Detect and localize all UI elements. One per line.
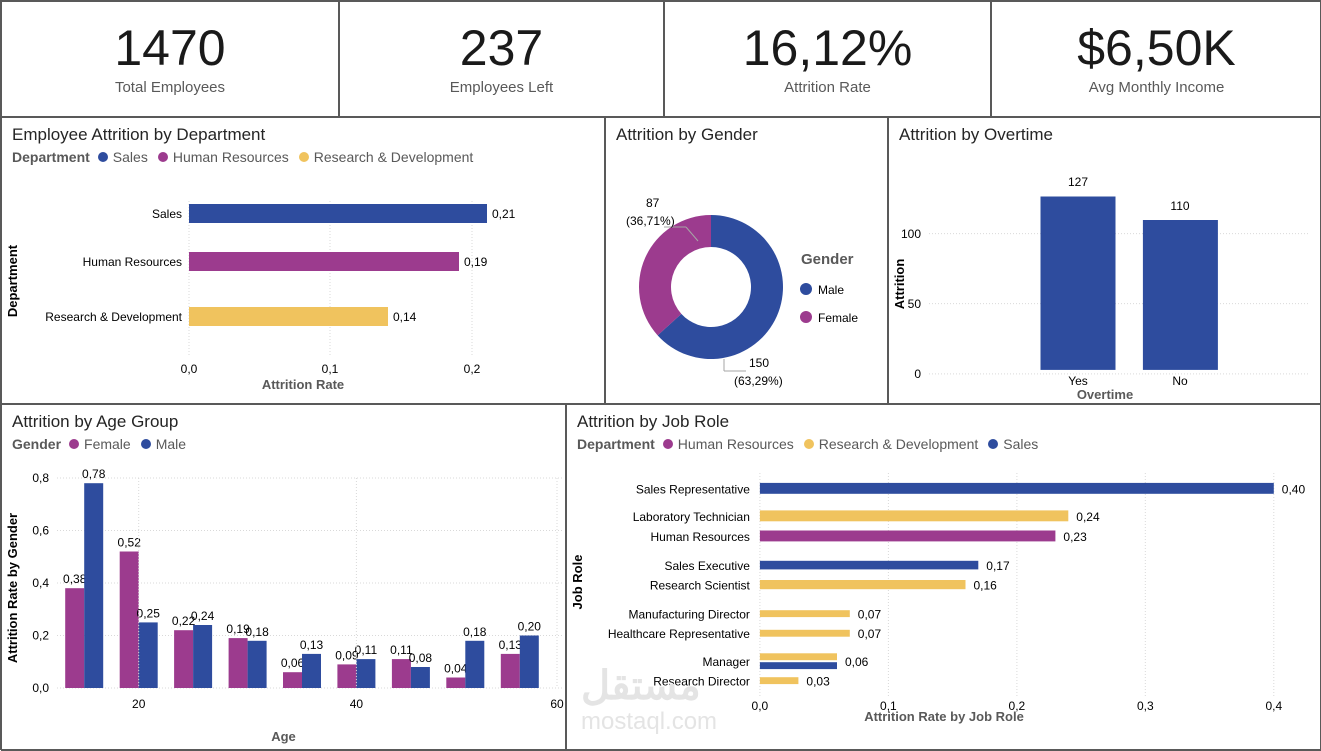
- svg-text:Attrition Rate by Gender: Attrition Rate by Gender: [5, 513, 20, 663]
- svg-text:50: 50: [908, 297, 922, 311]
- svg-text:0,06: 0,06: [281, 656, 305, 670]
- svg-text:0,78: 0,78: [82, 467, 106, 481]
- svg-text:0,2: 0,2: [32, 629, 49, 643]
- svg-text:Laboratory Technician: Laboratory Technician: [633, 510, 750, 524]
- svg-text:0,24: 0,24: [1076, 510, 1100, 524]
- svg-text:0,23: 0,23: [1063, 530, 1087, 544]
- svg-text:Research Scientist: Research Scientist: [650, 579, 751, 593]
- svg-text:100: 100: [901, 227, 921, 241]
- svg-text:0,06: 0,06: [845, 655, 869, 669]
- svg-text:0,17: 0,17: [986, 559, 1010, 573]
- svg-text:Department: Department: [5, 244, 20, 317]
- svg-text:0,0: 0,0: [32, 681, 49, 695]
- svg-text:(63,29%): (63,29%): [734, 374, 783, 388]
- svg-text:0,3: 0,3: [1137, 699, 1154, 713]
- svg-text:0,13: 0,13: [499, 638, 523, 652]
- svg-text:0,52: 0,52: [118, 536, 142, 550]
- svg-text:0,4: 0,4: [32, 576, 49, 590]
- svg-text:0,19: 0,19: [464, 255, 488, 269]
- svg-text:Research & Development: Research & Development: [45, 310, 182, 324]
- svg-text:Gender: Gender: [801, 251, 854, 268]
- svg-text:0,18: 0,18: [463, 625, 487, 639]
- svg-text:0,13: 0,13: [300, 638, 324, 652]
- svg-text:0,38: 0,38: [63, 572, 87, 586]
- svg-text:110: 110: [1170, 199, 1189, 213]
- svg-text:Manufacturing Director: Manufacturing Director: [629, 608, 750, 622]
- svg-text:0,0: 0,0: [752, 699, 769, 713]
- svg-text:مستقل: مستقل: [581, 665, 701, 708]
- svg-text:0,16: 0,16: [974, 579, 998, 593]
- svg-text:Sales Executive: Sales Executive: [665, 559, 751, 573]
- svg-text:0,1: 0,1: [322, 362, 339, 376]
- svg-text:0,07: 0,07: [858, 627, 882, 641]
- svg-text:0,14: 0,14: [393, 310, 417, 324]
- svg-text:0,07: 0,07: [858, 608, 882, 622]
- svg-text:0,20: 0,20: [518, 620, 542, 634]
- svg-text:0,4: 0,4: [1265, 699, 1282, 713]
- svg-text:0,40: 0,40: [1282, 482, 1306, 496]
- svg-text:Human Resources: Human Resources: [651, 530, 750, 544]
- svg-text:0,11: 0,11: [355, 643, 378, 657]
- svg-text:127: 127: [1068, 175, 1088, 189]
- svg-text:0,03: 0,03: [806, 675, 830, 689]
- svg-text:(36,71%): (36,71%): [626, 214, 675, 228]
- svg-text:20: 20: [132, 697, 146, 711]
- svg-text:0: 0: [914, 367, 921, 381]
- svg-text:40: 40: [350, 697, 364, 711]
- svg-text:Job Role: Job Role: [570, 555, 585, 610]
- svg-text:Sales: Sales: [152, 207, 182, 221]
- svg-text:0,21: 0,21: [492, 207, 516, 221]
- svg-text:0,8: 0,8: [32, 471, 49, 485]
- svg-text:mostaql.com: mostaql.com: [581, 708, 717, 735]
- svg-text:0,18: 0,18: [245, 625, 269, 639]
- svg-text:Healthcare Representative: Healthcare Representative: [608, 627, 750, 641]
- svg-text:0,25: 0,25: [137, 606, 161, 620]
- svg-text:0,04: 0,04: [444, 662, 468, 676]
- svg-text:Sales Representative: Sales Representative: [636, 482, 750, 496]
- svg-text:Male: Male: [818, 283, 844, 297]
- svg-text:Attrition: Attrition: [892, 259, 907, 310]
- svg-text:0,6: 0,6: [32, 524, 49, 538]
- svg-text:0,2: 0,2: [464, 362, 481, 376]
- svg-text:150: 150: [749, 356, 769, 370]
- svg-text:Human Resources: Human Resources: [83, 255, 182, 269]
- svg-text:Female: Female: [818, 311, 858, 325]
- svg-text:No: No: [1172, 374, 1188, 388]
- svg-text:0,0: 0,0: [181, 362, 198, 376]
- svg-text:0,24: 0,24: [191, 609, 215, 623]
- svg-text:0,08: 0,08: [409, 651, 433, 665]
- svg-text:60: 60: [550, 697, 564, 711]
- svg-text:87: 87: [646, 196, 660, 210]
